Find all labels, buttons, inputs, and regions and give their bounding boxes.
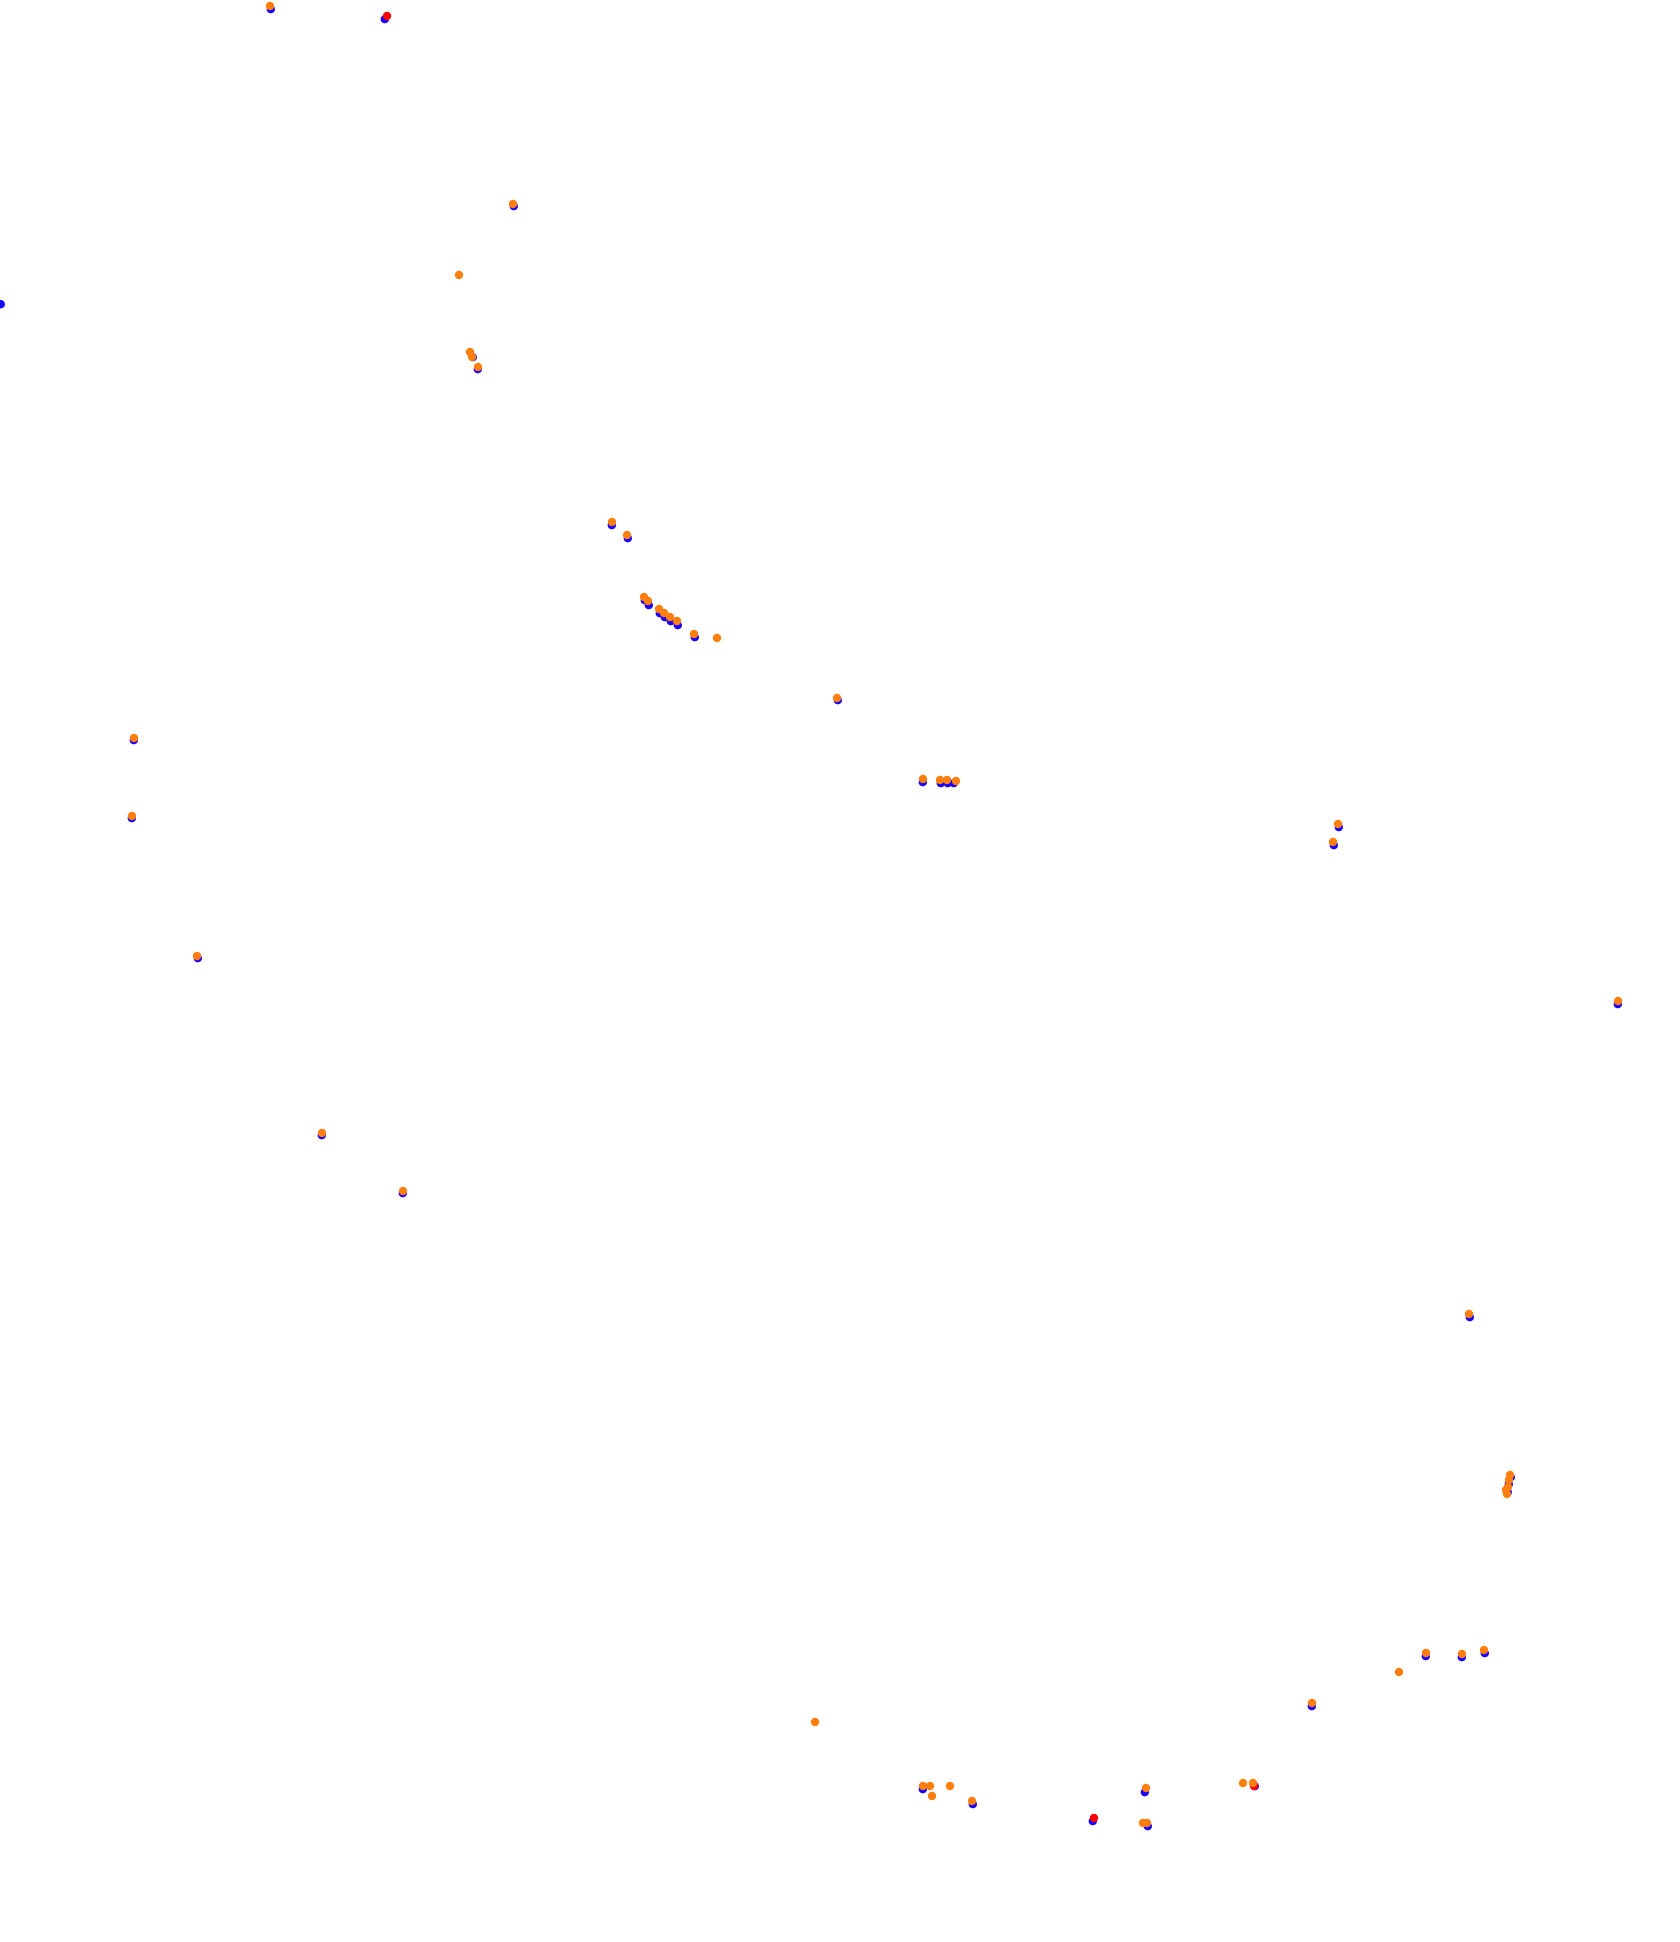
data-point-series-2-40 — [1238, 1778, 1248, 1788]
data-point-series-2-4 — [467, 352, 477, 362]
data-point-series-2-41 — [1248, 1778, 1258, 1788]
data-point-series-2-18 — [935, 775, 945, 785]
data-point-series-2-13 — [672, 616, 682, 626]
data-point-series-2-2 — [454, 270, 464, 280]
data-point-series-2-9 — [643, 596, 653, 606]
data-point-series-2-34 — [1502, 1489, 1512, 1499]
data-point-series-1-0 — [382, 11, 392, 21]
data-point-series-2-12 — [665, 612, 675, 622]
data-point-series-1-2 — [1089, 1813, 1099, 1823]
data-point-series-2-5 — [473, 362, 483, 372]
data-point-series-2-23 — [192, 951, 202, 961]
data-point-series-2-42 — [1141, 1783, 1151, 1793]
data-point-series-2-47 — [925, 1781, 935, 1791]
data-point-series-2-26 — [1333, 819, 1343, 829]
data-point-series-2-22 — [127, 811, 137, 821]
data-point-series-2-20 — [951, 776, 961, 786]
data-point-series-2-1 — [508, 199, 518, 209]
data-point-series-2-45 — [810, 1717, 820, 1727]
data-point-series-2-36 — [1457, 1649, 1467, 1659]
data-point-series-2-49 — [927, 1791, 937, 1801]
data-point-series-2-0 — [265, 1, 275, 11]
data-point-series-0-0 — [0, 300, 5, 309]
data-point-series-2-14 — [689, 629, 699, 639]
data-point-series-2-24 — [317, 1128, 327, 1138]
data-point-series-2-19 — [942, 775, 952, 785]
data-point-series-2-46 — [918, 1781, 928, 1791]
data-point-series-2-29 — [1464, 1309, 1474, 1319]
data-point-series-2-31 — [1504, 1475, 1514, 1485]
data-point-series-2-6 — [607, 517, 617, 527]
data-point-series-2-39 — [1307, 1698, 1317, 1708]
data-point-series-2-27 — [1328, 837, 1338, 847]
data-point-series-2-21 — [129, 733, 139, 743]
data-point-series-2-50 — [967, 1796, 977, 1806]
data-point-series-2-15 — [712, 633, 722, 643]
data-point-series-2-37 — [1479, 1645, 1489, 1655]
data-point-series-2-25 — [398, 1186, 408, 1196]
data-points — [0, 1, 1623, 1831]
data-point-series-2-35 — [1421, 1648, 1431, 1658]
data-point-series-2-28 — [1613, 996, 1623, 1006]
data-point-series-2-11 — [659, 608, 669, 618]
data-point-series-2-17 — [918, 774, 928, 784]
data-point-series-2-38 — [1394, 1667, 1404, 1677]
data-point-series-2-44 — [1138, 1818, 1148, 1828]
data-point-series-2-48 — [945, 1781, 955, 1791]
data-point-series-2-7 — [622, 530, 632, 540]
data-point-series-2-16 — [832, 693, 842, 703]
